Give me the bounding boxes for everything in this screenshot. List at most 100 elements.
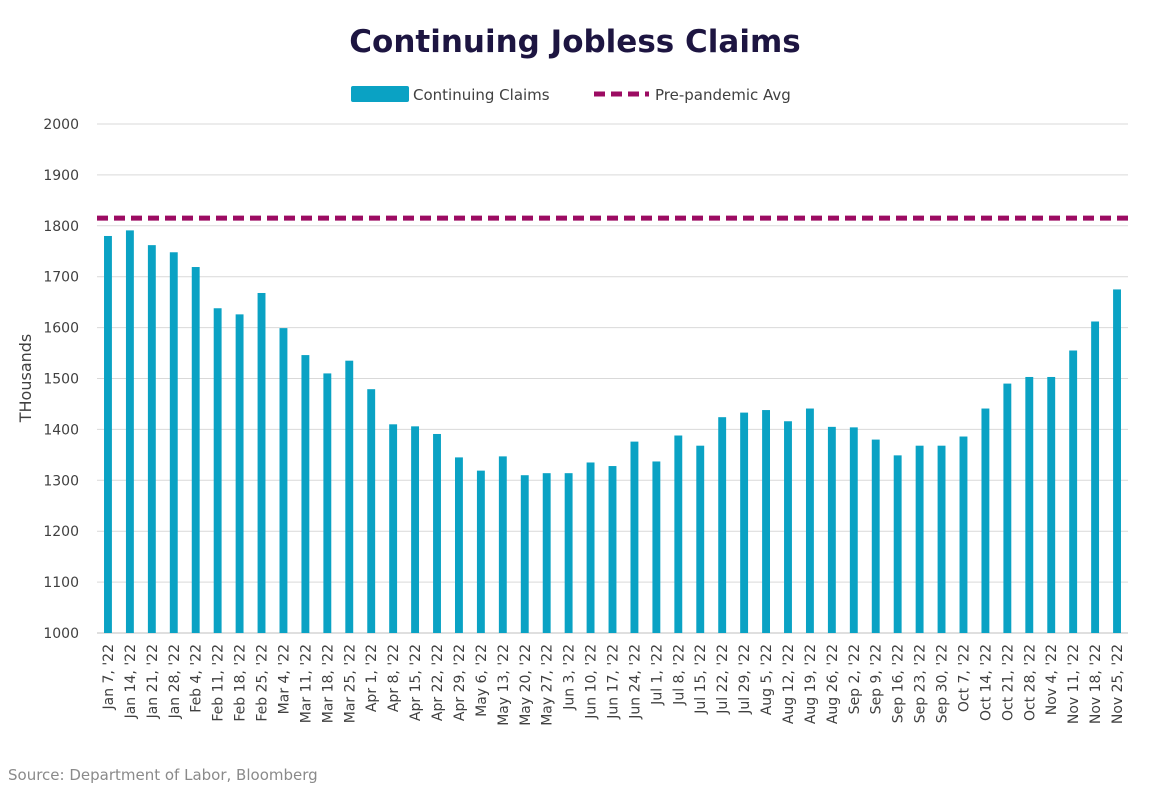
x-tick-label: Sep 23, '22 xyxy=(913,644,929,723)
bar xyxy=(191,267,200,633)
x-tick-label: Jul 22, '22 xyxy=(715,644,731,715)
bar xyxy=(1003,383,1012,633)
y-tick-label: 1600 xyxy=(43,321,79,337)
x-tick-label: Oct 28, '22 xyxy=(1022,644,1038,721)
bar xyxy=(674,435,683,633)
x-tick-label: Jun 17, '22 xyxy=(606,644,622,720)
bar xyxy=(345,360,354,633)
x-tick-label: Apr 8, '22 xyxy=(386,644,402,712)
x-tick-label: Aug 5, '22 xyxy=(759,644,775,715)
x-tick-label: Aug 12, '22 xyxy=(781,644,797,724)
bar xyxy=(718,417,727,633)
x-tick-label: Nov 25, '22 xyxy=(1110,644,1126,724)
bar xyxy=(411,426,420,633)
bar xyxy=(608,466,617,633)
x-tick-label: Jul 1, '22 xyxy=(649,644,665,706)
y-tick-label: 1500 xyxy=(43,372,79,388)
chart-title: Continuing Jobless Claims xyxy=(349,24,800,60)
bar xyxy=(520,475,529,633)
bar xyxy=(1047,376,1056,633)
x-tick-label: May 13, '22 xyxy=(496,644,512,726)
bar xyxy=(498,456,507,633)
bar xyxy=(630,441,639,633)
y-tick-label: 1800 xyxy=(43,219,79,235)
x-tick-label: Jan 28, '22 xyxy=(167,644,183,719)
bar xyxy=(871,439,880,633)
legend-swatch-continuing-claims xyxy=(351,86,409,102)
x-tick-label: Apr 22, '22 xyxy=(430,644,446,721)
source-note: Source: Department of Labor, Bloomberg xyxy=(8,766,318,784)
x-tick-label: Jul 15, '22 xyxy=(693,644,709,715)
x-tick-label: Oct 21, '22 xyxy=(1000,644,1016,721)
bar xyxy=(235,314,244,633)
x-tick-label: May 6, '22 xyxy=(474,644,490,717)
x-tick-label: Jan 14, '22 xyxy=(123,644,139,719)
y-tick-label: 1400 xyxy=(43,422,79,438)
bar xyxy=(1069,350,1078,633)
x-tick-label: Jan 21, '22 xyxy=(145,644,161,719)
bar xyxy=(652,461,661,633)
bar xyxy=(389,424,398,633)
x-tick-label: Mar 25, '22 xyxy=(342,644,358,723)
legend: Continuing Claims Pre-pandemic Avg xyxy=(351,86,791,104)
bar xyxy=(696,445,705,633)
x-tick-label: Feb 18, '22 xyxy=(233,644,249,722)
bar xyxy=(959,436,968,633)
x-tick-label: Mar 11, '22 xyxy=(298,644,314,723)
bar xyxy=(169,252,178,633)
bars xyxy=(104,230,1121,634)
bar xyxy=(257,292,266,633)
bar xyxy=(827,426,836,633)
bar xyxy=(125,230,134,634)
bar xyxy=(213,308,222,633)
bar xyxy=(849,427,858,633)
bar xyxy=(915,445,924,633)
x-tick-label: Jun 24, '22 xyxy=(627,644,643,720)
bar xyxy=(476,470,485,633)
bar xyxy=(1113,289,1121,633)
bar xyxy=(104,235,112,634)
legend-label-pre-pandemic-avg: Pre-pandemic Avg xyxy=(655,86,791,104)
bar xyxy=(323,373,332,633)
x-tick-label: Jul 8, '22 xyxy=(671,644,687,706)
y-tick-label: 1000 xyxy=(43,626,79,642)
y-axis-ticks: 1000 1100 1200 1300 1400 1500 1600 1700 1800 1900… xyxy=(43,117,79,642)
bar xyxy=(542,473,551,633)
y-axis-label: THousands xyxy=(16,334,35,424)
legend-label-continuing-claims: Continuing Claims xyxy=(413,86,550,104)
bar xyxy=(981,408,990,633)
y-tick-label: 1300 xyxy=(43,473,79,489)
bar xyxy=(784,421,792,633)
bar xyxy=(454,457,463,633)
y-tick-label: 2000 xyxy=(43,117,79,133)
y-tick-label: 1900 xyxy=(43,168,79,184)
x-tick-label: May 27, '22 xyxy=(540,644,556,726)
x-tick-label: Apr 15, '22 xyxy=(408,644,424,721)
x-tick-label: Jun 3, '22 xyxy=(562,644,578,711)
bar xyxy=(564,473,573,633)
x-tick-label: Nov 18, '22 xyxy=(1088,644,1104,724)
x-tick-label: Feb 11, '22 xyxy=(211,644,227,722)
x-tick-label: Mar 18, '22 xyxy=(320,644,336,723)
x-tick-label: Nov 11, '22 xyxy=(1066,644,1082,724)
bar xyxy=(1025,376,1034,633)
y-tick-label: 1200 xyxy=(43,524,79,540)
x-tick-label: Sep 2, '22 xyxy=(847,644,863,714)
x-tick-label: Sep 9, '22 xyxy=(869,644,885,714)
x-tick-label: Sep 16, '22 xyxy=(891,644,907,723)
x-tick-label: Aug 19, '22 xyxy=(803,644,819,724)
bar xyxy=(301,355,310,633)
bar xyxy=(1091,321,1100,633)
bar xyxy=(762,410,771,633)
x-tick-label: May 20, '22 xyxy=(518,644,534,726)
y-tick-label: 1100 xyxy=(43,575,79,591)
x-tick-label: Jun 10, '22 xyxy=(584,644,600,720)
x-tick-label: Apr 29, '22 xyxy=(452,644,468,721)
x-tick-label: Oct 14, '22 xyxy=(978,644,994,721)
x-tick-label: Feb 25, '22 xyxy=(255,644,271,722)
bar xyxy=(279,328,288,633)
bar xyxy=(805,408,814,633)
x-tick-label: Feb 4, '22 xyxy=(189,644,205,713)
x-tick-label: Mar 4, '22 xyxy=(276,644,292,714)
